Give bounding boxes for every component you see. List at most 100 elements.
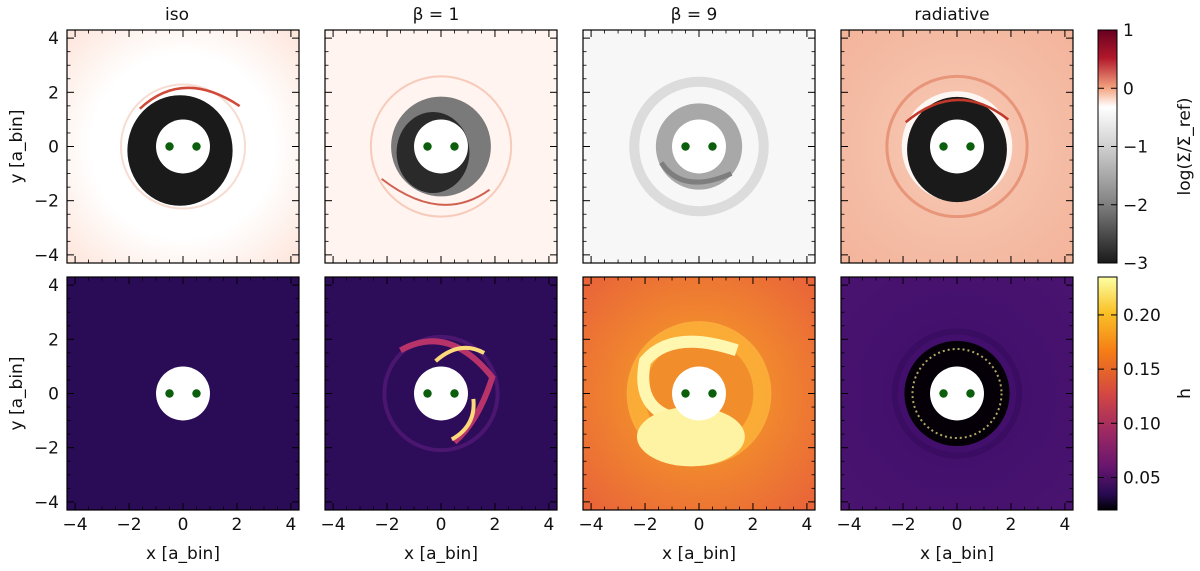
- colorbar-label: log(Σ/Σ_ref): [1175, 98, 1195, 196]
- binary-star-2: [966, 389, 975, 398]
- panel-iso-sigma: [66, 29, 300, 264]
- x-tick-label: 0: [178, 515, 189, 535]
- y-tick-label: 0: [48, 138, 59, 158]
- y-tick-label: 0: [48, 385, 59, 405]
- binary-star-1: [939, 142, 948, 151]
- title-beta1: β = 1: [413, 5, 460, 25]
- panel-beta9-h: [582, 276, 816, 511]
- x-tick-label: 4: [543, 515, 554, 535]
- colorbar-h: [1097, 276, 1118, 511]
- colorbar-tick-label: −3: [1123, 254, 1148, 274]
- colorbar-tick-label: 0: [1123, 79, 1134, 99]
- binary-star-2: [450, 389, 459, 398]
- ring: [369, 75, 513, 218]
- colorbar-tick-label: 0.05: [1123, 468, 1161, 488]
- ring: [382, 334, 500, 453]
- excised-region: [930, 119, 984, 174]
- y-axis-label: y [a_bin]: [7, 357, 27, 431]
- spiral-arm: [636, 406, 745, 467]
- colorbar-tick-label: −2: [1123, 196, 1148, 216]
- title-beta9: β = 9: [671, 5, 718, 25]
- binary-star-1: [423, 389, 432, 398]
- y-tick-label: 2: [48, 330, 59, 350]
- ring: [119, 83, 247, 210]
- binary-star-2: [966, 142, 975, 151]
- x-tick-label: 0: [436, 515, 447, 535]
- binary-star-2: [708, 142, 717, 151]
- ring: [629, 76, 769, 217]
- y-tick-label: 4: [48, 276, 59, 296]
- column-titles: iso β = 1 β = 9 radiative: [165, 5, 990, 25]
- title-radiative: radiative: [914, 5, 989, 25]
- binary-star-2: [450, 142, 459, 151]
- x-tick-label: 2: [748, 515, 759, 535]
- x-tick-label: 4: [1059, 515, 1070, 535]
- panel-beta9-sigma: [582, 29, 816, 264]
- binary-star-2: [708, 389, 717, 398]
- excised-region: [414, 366, 468, 421]
- x-tick-label: −4: [579, 515, 604, 535]
- binary-star-1: [165, 389, 174, 398]
- title-iso: iso: [165, 5, 189, 25]
- y-tick-label: −2: [34, 439, 59, 459]
- spiral-arm: [138, 86, 241, 110]
- x-tick-label: 0: [694, 515, 705, 535]
- panel-radiative-h: [840, 276, 1074, 511]
- excised-region: [414, 119, 468, 174]
- x-tick-label: −2: [117, 515, 142, 535]
- excised-region: [672, 119, 726, 174]
- colorbar-tick-label: −1: [1123, 138, 1148, 158]
- y-tick-label: 4: [48, 29, 59, 49]
- panel-radiative-sigma: [840, 29, 1074, 264]
- speckle-ring: [911, 347, 1003, 440]
- x-tick-label: −4: [63, 515, 88, 535]
- excised-region: [156, 119, 210, 174]
- x-tick-label: 2: [490, 515, 501, 535]
- x-axis-label: x [a_bin]: [404, 544, 478, 564]
- x-axis-label: x [a_bin]: [662, 544, 736, 564]
- x-axis-label: x [a_bin]: [146, 544, 220, 564]
- y-axis-label: y [a_bin]: [7, 110, 27, 184]
- ring: [885, 74, 1029, 219]
- x-tick-label: 0: [952, 515, 963, 535]
- excised-region: [930, 366, 984, 421]
- y-tick-label: −2: [34, 192, 59, 212]
- spiral-arm: [450, 398, 476, 442]
- binary-star-2: [192, 142, 201, 151]
- panel-beta1-sigma: [324, 29, 558, 264]
- x-tick-label: −2: [891, 515, 916, 535]
- y-tick-label: −4: [34, 493, 59, 513]
- excised-region: [672, 366, 726, 421]
- spiral-arm: [904, 98, 1010, 124]
- colorbar-tick-label: 1: [1123, 21, 1134, 41]
- spiral-arm: [434, 345, 486, 363]
- colorbar-tick-label: 0.20: [1123, 306, 1161, 326]
- x-tick-label: 2: [232, 515, 243, 535]
- y-tick-label: −4: [34, 246, 59, 266]
- y-tick-label: 2: [48, 83, 59, 103]
- ring: [891, 328, 1023, 459]
- excised-region: [156, 366, 210, 421]
- panel-beta1-h: [324, 276, 558, 511]
- binary-star-1: [681, 142, 690, 151]
- spiral-arm: [659, 161, 733, 185]
- x-tick-label: −2: [375, 515, 400, 535]
- binary-star-1: [423, 142, 432, 151]
- x-axis-label: x [a_bin]: [920, 544, 994, 564]
- x-tick-label: −2: [633, 515, 658, 535]
- spiral-arm: [381, 178, 491, 206]
- x-tick-label: 2: [1006, 515, 1017, 535]
- colorbar-tick-label: 0.10: [1123, 414, 1161, 434]
- x-tick-label: 4: [801, 515, 812, 535]
- x-tick-label: 4: [285, 515, 296, 535]
- binary-star-1: [681, 389, 690, 398]
- colorbar-label: h: [1175, 388, 1195, 399]
- binary-star-1: [939, 389, 948, 398]
- x-tick-label: −4: [837, 515, 862, 535]
- binary-star-1: [165, 142, 174, 151]
- panel-iso-h: [66, 276, 300, 511]
- x-tick-label: −4: [321, 515, 346, 535]
- binary-star-2: [192, 389, 201, 398]
- colorbar-tick-label: 0.15: [1123, 360, 1161, 380]
